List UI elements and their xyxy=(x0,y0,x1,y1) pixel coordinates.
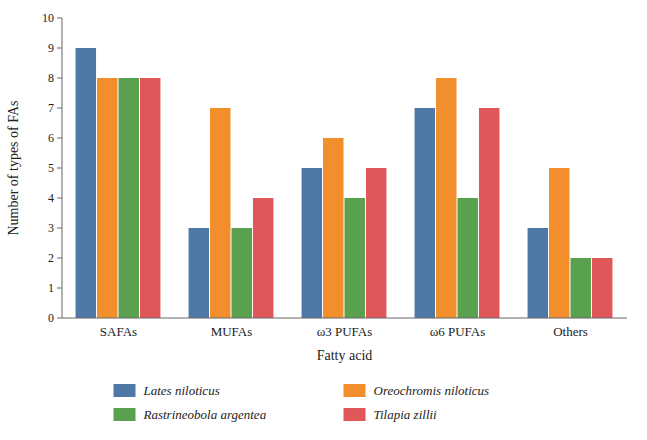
chart-container: 0 1 2 3 4 5 6 7 8 9 10 SAFAs MUFAs ω3 PUFAs ω6 PUFAs Ot… xyxy=(0,0,647,440)
y-tick-label: 6 xyxy=(48,131,54,145)
bar xyxy=(415,108,435,318)
x-tick-label: ω6 PUFAs xyxy=(430,324,486,339)
bar xyxy=(189,228,209,318)
bar xyxy=(210,108,230,318)
y-axis: 0 1 2 3 4 5 6 7 8 9 10 xyxy=(42,11,62,325)
y-axis-label: Number of types of FAs xyxy=(6,100,21,235)
y-tick-label: 2 xyxy=(48,251,54,265)
x-axis-label: Fatty acid xyxy=(317,348,373,363)
y-tick-label: 9 xyxy=(48,41,54,55)
bar xyxy=(479,108,499,318)
y-tick xyxy=(57,78,62,79)
bar xyxy=(528,228,548,318)
bar xyxy=(140,78,160,318)
y-tick xyxy=(57,48,62,49)
y-tick-label: 8 xyxy=(48,71,54,85)
y-tick-label: 5 xyxy=(48,161,54,175)
legend-label: Rastrineobola argentea xyxy=(143,407,267,422)
legend-label: Tilapia zillii xyxy=(374,407,438,422)
y-tick xyxy=(57,18,62,19)
y-tick-label: 3 xyxy=(48,221,54,235)
legend-label: Oreochromis niloticus xyxy=(374,383,490,398)
y-tick xyxy=(57,198,62,199)
y-tick-label: 0 xyxy=(48,311,54,325)
bars xyxy=(76,48,613,318)
y-tick xyxy=(57,228,62,229)
y-tick xyxy=(57,138,62,139)
bar xyxy=(119,78,139,318)
y-tick-label: 7 xyxy=(48,101,54,115)
bar xyxy=(323,138,343,318)
legend-swatch xyxy=(114,384,136,397)
y-tick xyxy=(57,258,62,259)
bar xyxy=(592,258,612,318)
legend-swatch xyxy=(114,408,136,421)
bar xyxy=(345,198,365,318)
y-tick-label: 4 xyxy=(48,191,54,205)
bar xyxy=(76,48,96,318)
legend: Lates niloticus Oreochromis niloticus Rast… xyxy=(114,383,490,422)
bar xyxy=(458,198,478,318)
bar xyxy=(97,78,117,318)
legend-swatch xyxy=(344,408,366,421)
x-tick-label: SAFAs xyxy=(100,324,137,339)
x-axis-line xyxy=(62,318,627,319)
y-tick xyxy=(57,108,62,109)
y-tick-label: 1 xyxy=(48,281,54,295)
x-axis: SAFAs MUFAs ω3 PUFAs ω6 PUFAs Others xyxy=(100,324,588,339)
x-tick-label: ω3 PUFAs xyxy=(317,324,373,339)
y-axis-line xyxy=(62,18,63,318)
y-tick-label: 10 xyxy=(42,11,54,25)
bar xyxy=(232,228,252,318)
bar xyxy=(549,168,569,318)
y-tick xyxy=(57,318,62,319)
bar xyxy=(571,258,591,318)
legend-swatch xyxy=(344,384,366,397)
x-tick-label: MUFAs xyxy=(211,324,253,339)
bar xyxy=(253,198,273,318)
bar xyxy=(366,168,386,318)
chart-svg: 0 1 2 3 4 5 6 7 8 9 10 SAFAs MUFAs ω3 PUFAs ω6 PUFAs Ot… xyxy=(0,0,647,440)
bar xyxy=(436,78,456,318)
y-tick xyxy=(57,168,62,169)
x-tick-label: Others xyxy=(553,324,588,339)
legend-label: Lates niloticus xyxy=(143,383,220,398)
y-tick xyxy=(57,288,62,289)
bar xyxy=(302,168,322,318)
